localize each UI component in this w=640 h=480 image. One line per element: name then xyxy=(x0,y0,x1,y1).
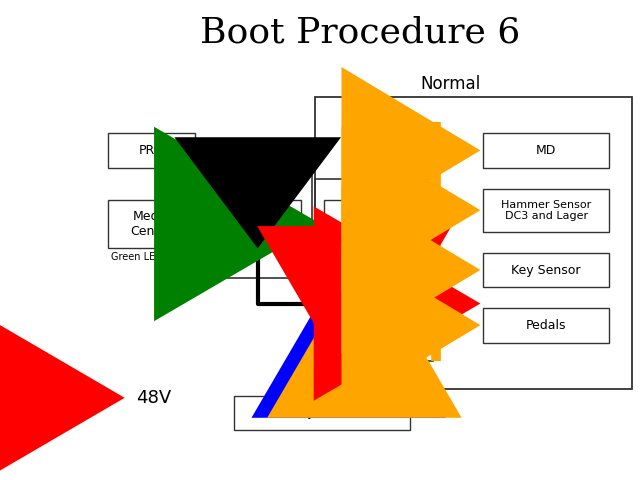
Bar xyxy=(234,396,410,430)
Text: Hammer Sensor
DC3 and Lager: Hammer Sensor DC3 and Lager xyxy=(501,200,591,221)
Text: Active: Active xyxy=(357,158,413,177)
Text: Active: Active xyxy=(257,145,312,163)
Text: I/O: I/O xyxy=(248,217,268,231)
Bar xyxy=(315,180,433,361)
Text: 48V: 48V xyxy=(136,389,171,407)
Bar xyxy=(108,200,195,248)
Text: Pedals: Pedals xyxy=(526,319,566,332)
Text: PS: PS xyxy=(353,297,370,311)
Bar xyxy=(483,189,609,232)
Text: Green LED lights: Green LED lights xyxy=(111,252,193,262)
Bar xyxy=(483,308,609,343)
Bar xyxy=(180,166,312,278)
Text: Boot Procedure 6: Boot Procedure 6 xyxy=(200,15,520,49)
Bar xyxy=(483,253,609,288)
Text: MD: MD xyxy=(536,144,556,157)
Text: Media
Center: Media Center xyxy=(130,210,172,238)
Text: CSP: CSP xyxy=(348,217,375,231)
Text: Key Drive: Key Drive xyxy=(292,406,352,419)
Text: PRC: PRC xyxy=(139,144,163,157)
Bar xyxy=(315,96,632,389)
Text: Key Sensor: Key Sensor xyxy=(511,264,581,276)
Bar xyxy=(108,133,195,168)
Bar xyxy=(483,133,609,168)
Text: Normal: Normal xyxy=(421,75,481,93)
Bar xyxy=(214,200,301,248)
Bar xyxy=(323,283,399,324)
Bar xyxy=(323,200,399,248)
